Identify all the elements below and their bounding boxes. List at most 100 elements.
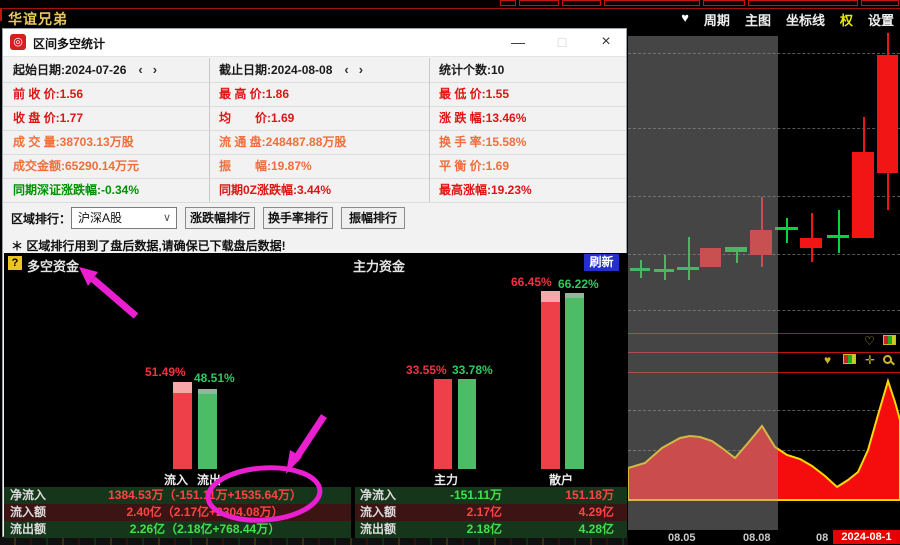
stats-value: 振 幅:19.87% — [219, 159, 312, 173]
pin-icon[interactable]: ✛ — [865, 353, 876, 367]
date-stepper-next[interactable]: › — [358, 62, 364, 77]
stats-row: 同期深证涨跌幅:-0.34% 同期0Z涨跌幅:3.44% 最高涨幅:19.23% — [3, 178, 626, 203]
stats-value: 最 低 价:1.55 — [439, 87, 510, 101]
flow-bar-cap — [541, 291, 560, 302]
flow-row-value-main: 2.17亿 — [466, 505, 502, 519]
market-select-dropdown[interactable]: 沪深A股 ∨ — [71, 207, 177, 229]
flow-bar-cap — [173, 382, 192, 393]
heart-icon[interactable]: ♥ — [681, 10, 689, 25]
menu-item[interactable]: 周期 — [703, 13, 730, 28]
magnifier-icon[interactable] — [883, 355, 892, 364]
stats-cell: 最 高 价:1.86 — [209, 82, 429, 106]
flow-row-value: 2.26亿（2.18亿+768.44万） — [129, 522, 281, 536]
stats-cell: 振 幅:19.87% — [209, 154, 429, 178]
date-stepper-prev[interactable]: ‹ — [138, 62, 143, 77]
candle-body — [750, 230, 772, 255]
bar-group-label: 主力 — [434, 473, 459, 487]
stats-cell: 换 手 率:15.58% — [429, 130, 626, 154]
flow-bar-green — [458, 379, 476, 469]
candle-body — [700, 248, 721, 267]
chart-style-icon[interactable] — [883, 335, 896, 345]
stats-cell: 统计个数:10 — [429, 58, 626, 82]
stats-cell: 成交金额:65290.14万元 — [3, 154, 209, 178]
flow-bar-red — [173, 382, 192, 469]
candle-body — [877, 55, 898, 173]
rank-button[interactable]: 换手率排行 — [263, 207, 333, 229]
stats-cell: 涨 跌 幅:13.46% — [429, 106, 626, 130]
bar-percentage-label: 33.55% — [406, 363, 447, 377]
menu-item[interactable]: 设置 — [867, 13, 894, 28]
candle-wick — [786, 218, 788, 243]
column-divider — [209, 58, 210, 202]
flow-bar-red — [541, 291, 560, 469]
close-button[interactable]: × — [601, 33, 611, 50]
stats-cell: 流 通 盘:248487.88万股 — [209, 130, 429, 154]
stats-value: 收 盘 价:1.77 — [13, 111, 84, 125]
flow-row-value-retail: 151.18万 — [565, 488, 614, 502]
refresh-button[interactable]: 刷新 — [584, 254, 619, 271]
panel-separator-line — [628, 352, 900, 353]
date-axis-label: 08.08 — [743, 532, 771, 544]
minimize-button[interactable]: — — [511, 34, 525, 50]
candle-wick — [838, 210, 840, 253]
bar-group-label: 流入 — [164, 473, 189, 487]
rank-button[interactable]: 涨跌幅排行 — [185, 207, 255, 229]
stats-value: 均 价:1.69 — [219, 111, 295, 125]
column-divider — [429, 58, 430, 202]
stats-value: 同期深证涨跌幅:-0.34% — [13, 183, 140, 197]
date-axis-label: 08 — [816, 532, 829, 544]
stats-value: 流 通 盘:248487.88万股 — [219, 135, 347, 149]
candle-body — [800, 238, 822, 248]
heart-filled-icon[interactable]: ♥ — [824, 353, 832, 367]
bar-group-label: 散户 — [549, 473, 574, 487]
flow-bar-red — [434, 379, 452, 469]
app-logo-icon: ◎ — [10, 34, 26, 50]
bar-percentage-label: 66.22% — [558, 277, 599, 291]
help-icon[interactable]: ? — [8, 256, 22, 270]
stats-value: 涨 跌 幅:13.46% — [439, 111, 527, 125]
bar-percentage-label: 33.78% — [452, 363, 493, 377]
stats-cell: 同期0Z涨跌幅:3.44% — [209, 178, 429, 202]
stats-cell: 最高涨幅:19.23% — [429, 178, 626, 202]
flow-table-row: 流出额 2.26亿（2.18亿+768.44万） 流出额 2.18亿 4.28亿 — [4, 521, 627, 538]
market-select-value: 沪深A股 — [78, 211, 123, 225]
table-divider — [351, 487, 355, 504]
candle-body — [725, 247, 747, 252]
interval-stats-dialog: ◎ 区间多空统计 — □ × 起始日期:2024-07-26 ‹ › 截止日期:202… — [2, 28, 627, 538]
top-tab-box — [519, 0, 559, 6]
stats-row: 成交金额:65290.14万元 振 幅:19.87% 平 衡 价:1.69 — [3, 154, 626, 179]
stats-cell: 起始日期:2024-07-26 ‹ › — [3, 58, 209, 82]
panel-separator-line — [628, 333, 900, 334]
date-axis-label: 08.05 — [668, 532, 696, 544]
heart-outline-icon[interactable]: ♡ — [864, 334, 875, 348]
stats-cell: 前 收 价:1.56 — [3, 82, 209, 106]
stats-cell: 平 衡 价:1.69 — [429, 154, 626, 178]
top-tab-box — [562, 0, 601, 6]
chart-title-main-funds: 主力资金 — [353, 259, 406, 274]
menu-item[interactable]: 坐标线 — [785, 13, 825, 28]
stats-cell: 均 价:1.69 — [209, 106, 429, 130]
menu-item[interactable]: 主图 — [744, 13, 771, 28]
stats-value: 截止日期:2024-08-08 — [219, 63, 333, 77]
rank-button[interactable]: 振幅排行 — [341, 207, 405, 229]
top-tab-box — [604, 0, 700, 6]
top-tab-box — [861, 0, 899, 6]
maximize-button[interactable]: □ — [557, 34, 567, 50]
flow-bar-cap — [565, 293, 584, 298]
stats-row: 起始日期:2024-07-26 ‹ › 截止日期:2024-08-08 ‹ › 统计个数:1… — [3, 58, 626, 83]
flow-row-value-main: 2.18亿 — [466, 522, 502, 536]
gridline — [628, 310, 900, 311]
flow-row-header: 净流入 — [360, 488, 397, 502]
flow-table-row: 流入额 2.40亿（2.17亿+2304.08万） 流入额 2.17亿 4.29亿 — [4, 504, 627, 521]
chart-style-icon[interactable] — [843, 354, 856, 364]
menu-item[interactable]: 权 — [839, 13, 853, 28]
flow-table-row: 净流入 1384.53万（-151.11万+1535.64万） 净流入 -151.11… — [4, 487, 627, 504]
flow-row-header: 流出额 — [360, 522, 397, 536]
flow-bar-green — [198, 389, 217, 469]
candle-body — [827, 235, 849, 238]
bar-percentage-label: 66.45% — [511, 275, 552, 289]
date-stepper-next[interactable]: › — [152, 62, 158, 77]
dialog-titlebar[interactable]: ◎ 区间多空统计 — □ × — [3, 29, 626, 57]
date-stepper-prev[interactable]: ‹ — [344, 62, 349, 77]
stats-value: 最高涨幅:19.23% — [439, 183, 532, 197]
